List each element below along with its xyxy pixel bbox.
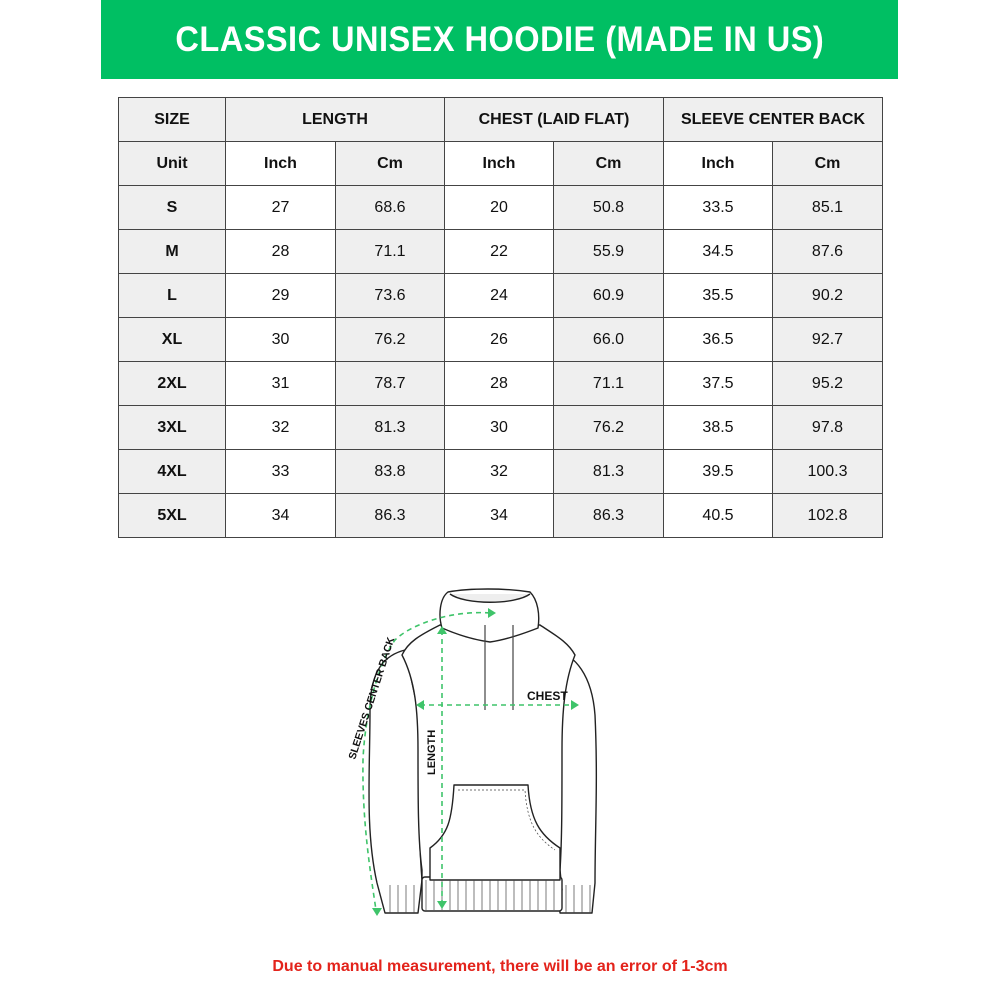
value-cell: 76.2 [553, 405, 664, 450]
value-cell: 40.5 [663, 493, 773, 538]
value-cell: 66.0 [553, 317, 664, 362]
size-cell: XL [118, 317, 226, 362]
value-cell: 35.5 [663, 273, 773, 318]
value-cell: 92.7 [772, 317, 883, 362]
value-cell: 34 [444, 493, 554, 538]
value-cell: 34.5 [663, 229, 773, 274]
unit-header: Inch [225, 141, 336, 186]
value-cell: 24 [444, 273, 554, 318]
size-cell: 5XL [118, 493, 226, 538]
sleeve-measure-line [362, 611, 491, 911]
measurement-note: Due to manual measurement, there will be… [272, 958, 728, 975]
value-cell: 90.2 [772, 273, 883, 318]
value-cell: 39.5 [663, 449, 773, 494]
size-chart-table: SIZE LENGTH CHEST (LAID FLAT) SLEEVE CEN… [118, 97, 883, 538]
table-row: S 27 68.6 20 50.8 33.5 85.1 [118, 185, 883, 230]
unit-row: Unit Inch Cm Inch Cm Inch Cm [118, 141, 883, 186]
header-size: SIZE [118, 97, 226, 142]
size-cell: L [118, 273, 226, 318]
value-cell: 27 [225, 185, 336, 230]
value-cell: 50.8 [553, 185, 664, 230]
unit-header: Inch [663, 141, 773, 186]
header-sleeve: SLEEVE CENTER BACK [663, 97, 883, 142]
value-cell: 37.5 [663, 361, 773, 406]
value-cell: 71.1 [335, 229, 445, 274]
value-cell: 38.5 [663, 405, 773, 450]
header-length: LENGTH [225, 97, 445, 142]
value-cell: 81.3 [335, 405, 445, 450]
unit-header: Cm [553, 141, 664, 186]
value-cell: 33.5 [663, 185, 773, 230]
value-cell: 26 [444, 317, 554, 362]
value-cell: 86.3 [335, 493, 445, 538]
value-cell: 60.9 [553, 273, 664, 318]
title-banner: CLASSIC UNISEX HOODIE (MADE IN US) [101, 0, 898, 79]
value-cell: 30 [444, 405, 554, 450]
unit-label: Unit [118, 141, 226, 186]
value-cell: 86.3 [553, 493, 664, 538]
size-cell: M [118, 229, 226, 274]
size-cell: 2XL [118, 361, 226, 406]
value-cell: 20 [444, 185, 554, 230]
value-cell: 68.6 [335, 185, 445, 230]
value-cell: 71.1 [553, 361, 664, 406]
unit-header: Cm [772, 141, 883, 186]
group-header-row: SIZE LENGTH CHEST (LAID FLAT) SLEEVE CEN… [118, 97, 883, 142]
value-cell: 28 [444, 361, 554, 406]
value-cell: 81.3 [553, 449, 664, 494]
value-cell: 78.7 [335, 361, 445, 406]
value-cell: 102.8 [772, 493, 883, 538]
header-chest: CHEST (LAID FLAT) [444, 97, 664, 142]
value-cell: 36.5 [663, 317, 773, 362]
value-cell: 100.3 [772, 449, 883, 494]
value-cell: 55.9 [553, 229, 664, 274]
value-cell: 85.1 [772, 185, 883, 230]
chest-label: CHEST [527, 689, 568, 703]
value-cell: 76.2 [335, 317, 445, 362]
page-title: CLASSIC UNISEX HOODIE (MADE IN US) [175, 19, 824, 59]
value-cell: 31 [225, 361, 336, 406]
value-cell: 30 [225, 317, 336, 362]
value-cell: 87.6 [772, 229, 883, 274]
size-cell: S [118, 185, 226, 230]
value-cell: 34 [225, 493, 336, 538]
hoodie-diagram: CHEST LENGTH SLEEVES CENTER BACK [346, 588, 598, 916]
table-row: 2XL 31 78.7 28 71.1 37.5 95.2 [118, 361, 883, 406]
table-row: M 28 71.1 22 55.9 34.5 87.6 [118, 229, 883, 274]
table-row: 4XL 33 83.8 32 81.3 39.5 100.3 [118, 449, 883, 494]
value-cell: 97.8 [772, 405, 883, 450]
table-row: XL 30 76.2 26 66.0 36.5 92.7 [118, 317, 883, 362]
length-label: LENGTH [426, 730, 438, 775]
value-cell: 22 [444, 229, 554, 274]
size-cell: 3XL [118, 405, 226, 450]
value-cell: 73.6 [335, 273, 445, 318]
table-row: 5XL 34 86.3 34 86.3 40.5 102.8 [118, 493, 883, 538]
value-cell: 29 [225, 273, 336, 318]
unit-header: Cm [335, 141, 445, 186]
size-cell: 4XL [118, 449, 226, 494]
value-cell: 33 [225, 449, 336, 494]
value-cell: 95.2 [772, 361, 883, 406]
unit-header: Inch [444, 141, 554, 186]
value-cell: 32 [444, 449, 554, 494]
table-row: L 29 73.6 24 60.9 35.5 90.2 [118, 273, 883, 318]
table-row: 3XL 32 81.3 30 76.2 38.5 97.8 [118, 405, 883, 450]
value-cell: 83.8 [335, 449, 445, 494]
value-cell: 28 [225, 229, 336, 274]
value-cell: 32 [225, 405, 336, 450]
